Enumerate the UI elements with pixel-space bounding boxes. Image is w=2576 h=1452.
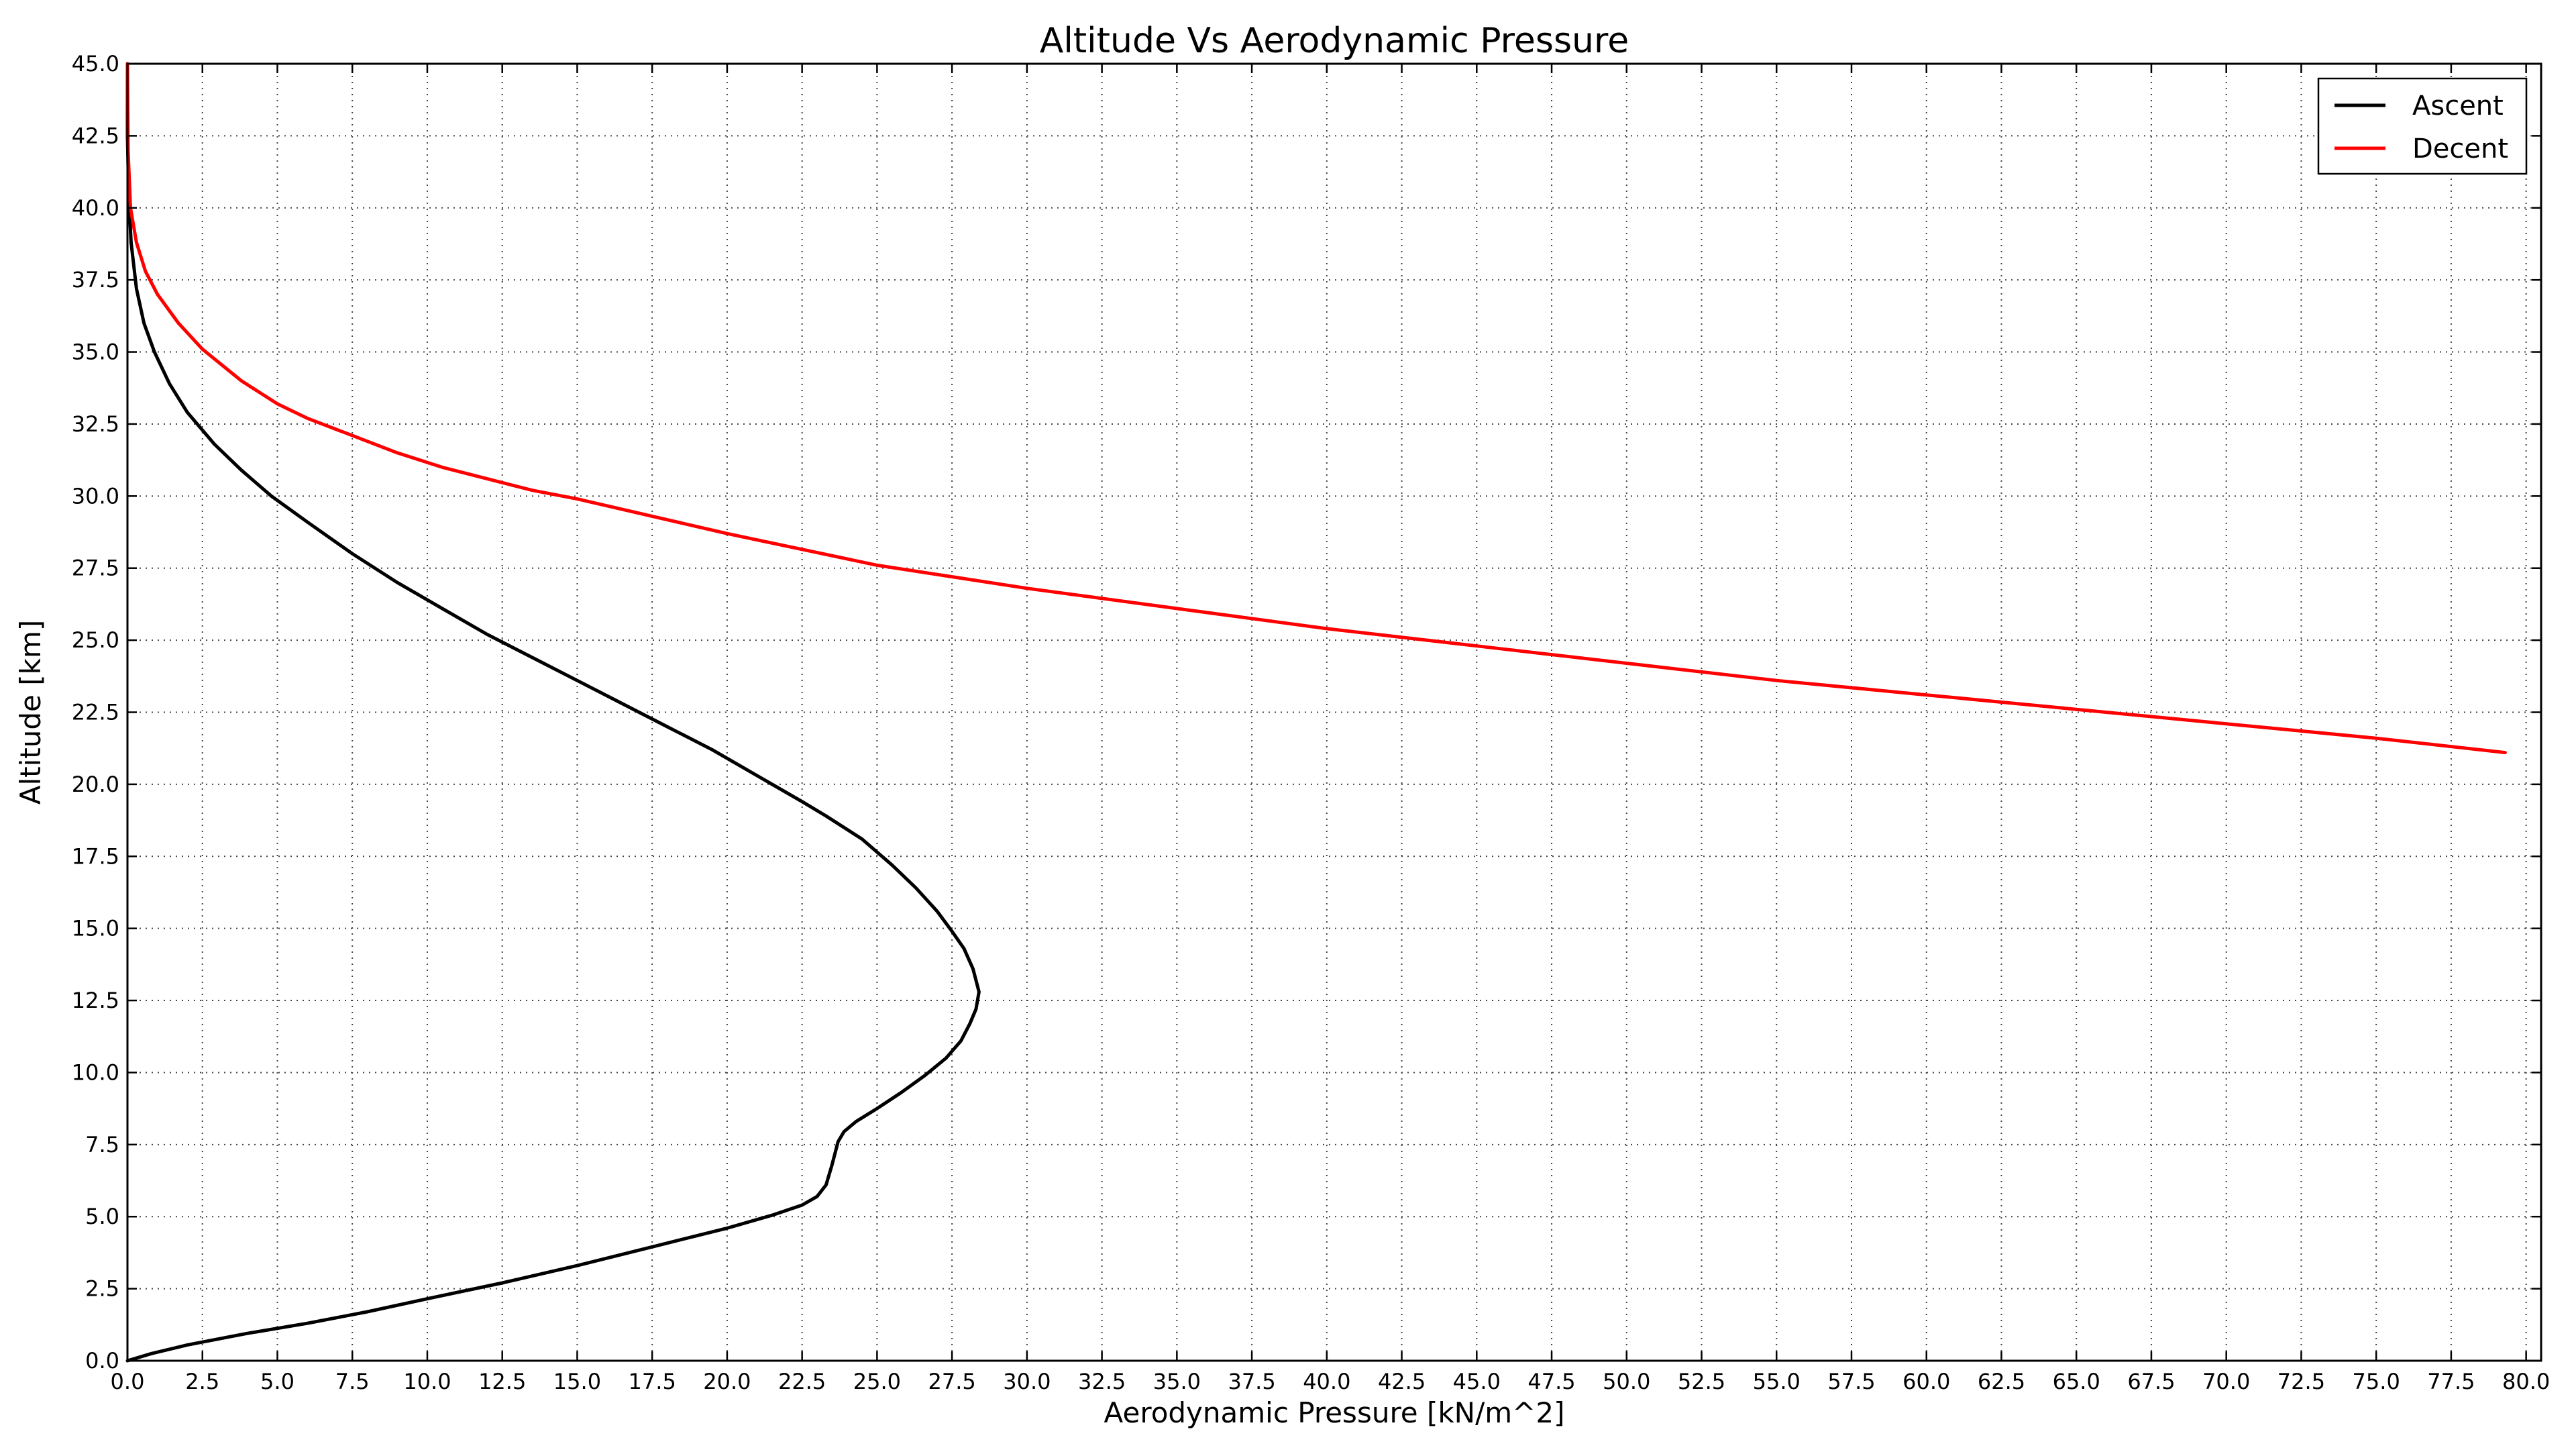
x-tick-label: 70.0 (2202, 1369, 2250, 1394)
x-tick-label: 20.0 (703, 1369, 751, 1394)
x-tick-label: 80.0 (2502, 1369, 2550, 1394)
y-tick-label: 12.5 (72, 988, 119, 1013)
x-tick-label: 30.0 (1003, 1369, 1051, 1394)
y-tick-label: 25.0 (72, 627, 119, 653)
legend-label-decent: Decent (2412, 134, 2508, 164)
legend-box (2317, 77, 2528, 175)
legend-label-ascent: Ascent (2412, 91, 2504, 121)
y-tick-label: 42.5 (72, 123, 119, 148)
x-tick-label: 50.0 (1603, 1369, 1650, 1394)
x-tick-label: 0.0 (111, 1369, 145, 1394)
x-tick-label: 57.5 (1827, 1369, 1875, 1394)
y-tick-label: 10.0 (72, 1059, 119, 1085)
x-tick-label: 22.5 (778, 1369, 826, 1394)
axis-ticks: 0.0 2.5 5.0 7.5 10.0 12.5 15.0 17.5 20.0 22.5 25.0… (72, 51, 2551, 1394)
x-tick-label: 32.5 (1078, 1369, 1126, 1394)
series-lines (125, 62, 2507, 1363)
x-tick-label: 62.5 (1978, 1369, 2025, 1394)
y-tick-label: 22.5 (72, 700, 119, 725)
x-tick-label: 55.0 (1753, 1369, 1801, 1394)
x-tick-label: 27.5 (928, 1369, 976, 1394)
y-axis-title: Altitude [km] (14, 620, 47, 805)
y-tick-label: 15.0 (72, 916, 119, 941)
y-tick-label: 35.0 (72, 340, 119, 365)
x-tick-label: 5.0 (260, 1369, 294, 1394)
x-tick-label: 45.0 (1453, 1369, 1501, 1394)
series-line-ascent (125, 62, 981, 1363)
x-tick-label: 17.5 (629, 1369, 676, 1394)
x-tick-label: 77.5 (2427, 1369, 2475, 1394)
y-tick-label: 32.5 (72, 411, 119, 437)
y-tick-label: 37.5 (72, 267, 119, 293)
x-tick-label: 47.5 (1527, 1369, 1575, 1394)
x-tick-label: 52.5 (1678, 1369, 1725, 1394)
x-tick-label: 65.0 (2053, 1369, 2100, 1394)
x-tick-label: 37.5 (1228, 1369, 1275, 1394)
x-tick-label: 42.5 (1378, 1369, 1426, 1394)
y-tick-label: 0.0 (85, 1348, 119, 1373)
x-tick-label: 7.5 (335, 1369, 370, 1394)
x-tick-label: 75.0 (2353, 1369, 2400, 1394)
x-axis-title: Aerodynamic Pressure [kN/m^2] (1104, 1396, 1565, 1429)
chart-title: Altitude Vs Aerodynamic Pressure (1040, 21, 1629, 61)
y-tick-label: 27.5 (72, 556, 119, 581)
y-tick-label: 7.5 (85, 1132, 119, 1157)
x-tick-label: 10.0 (403, 1369, 451, 1394)
y-tick-label: 20.0 (72, 772, 119, 797)
series-line-decent (125, 62, 2507, 755)
y-tick-label: 45.0 (72, 51, 119, 76)
x-tick-label: 40.0 (1303, 1369, 1350, 1394)
x-tick-label: 35.0 (1153, 1369, 1201, 1394)
x-tick-label: 12.5 (478, 1369, 526, 1394)
x-tick-label: 72.5 (2277, 1369, 2325, 1394)
y-tick-label: 2.5 (85, 1276, 119, 1302)
y-tick-label: 17.5 (72, 843, 119, 869)
x-tick-label: 67.5 (2127, 1369, 2175, 1394)
legend: Ascent Decent (2317, 77, 2528, 175)
x-tick-label: 15.0 (553, 1369, 601, 1394)
y-tick-label: 30.0 (72, 483, 119, 509)
grid-lines (127, 64, 2541, 1361)
y-tick-label: 5.0 (85, 1204, 119, 1229)
x-tick-label: 60.0 (1902, 1369, 1950, 1394)
x-tick-label: 25.0 (853, 1369, 901, 1394)
y-tick-label: 40.0 (72, 195, 119, 221)
x-tick-label: 2.5 (185, 1369, 219, 1394)
